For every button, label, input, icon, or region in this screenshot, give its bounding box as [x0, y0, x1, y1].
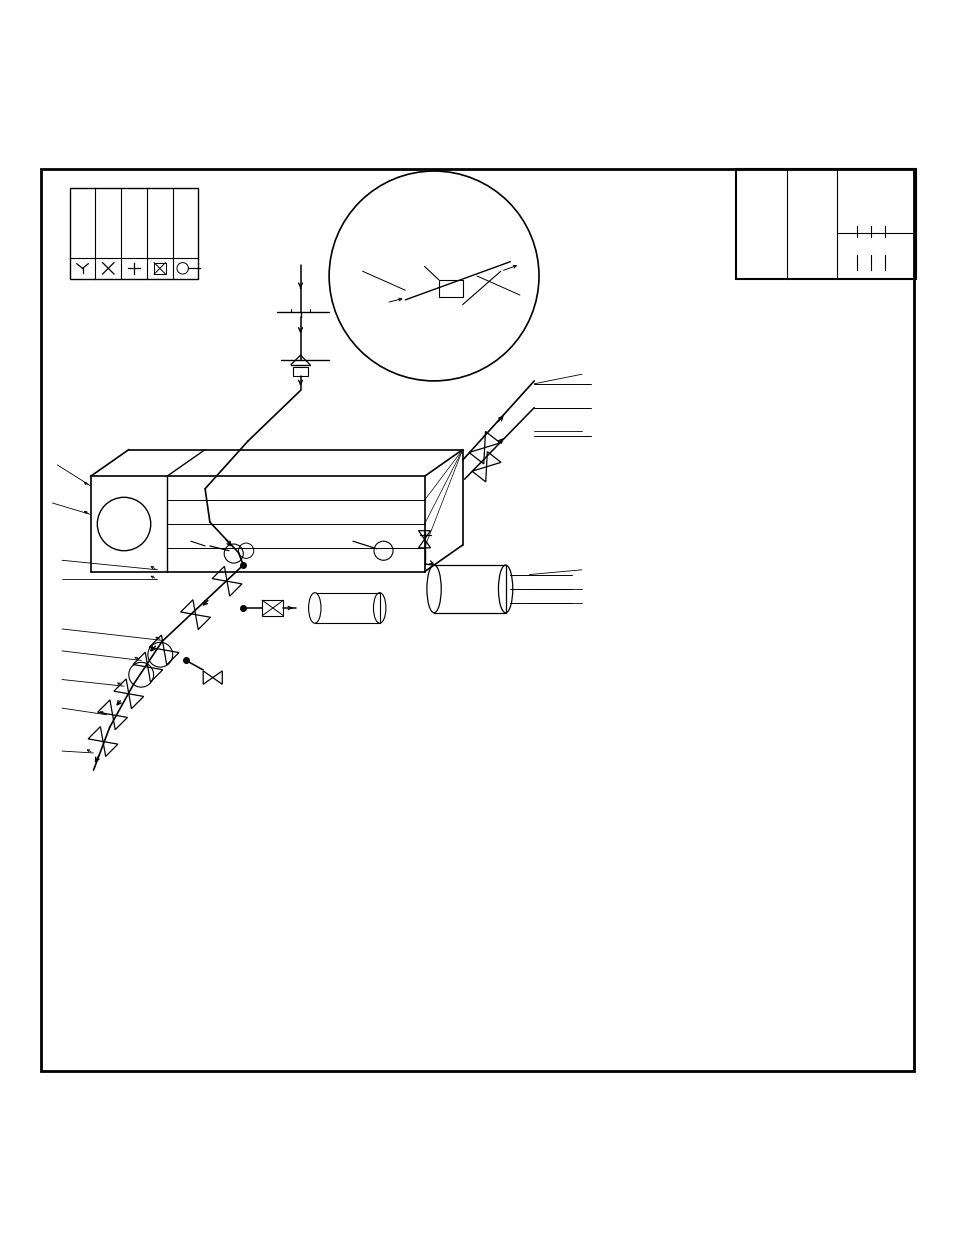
Bar [154, 263, 166, 274]
Bar [293, 367, 308, 377]
Bar [262, 600, 283, 615]
Ellipse shape [427, 566, 440, 613]
Ellipse shape [308, 593, 320, 624]
Bar [438, 280, 462, 296]
Bar [314, 593, 379, 624]
Bar [70, 188, 198, 279]
Bar [434, 566, 505, 613]
Bar [736, 169, 915, 279]
